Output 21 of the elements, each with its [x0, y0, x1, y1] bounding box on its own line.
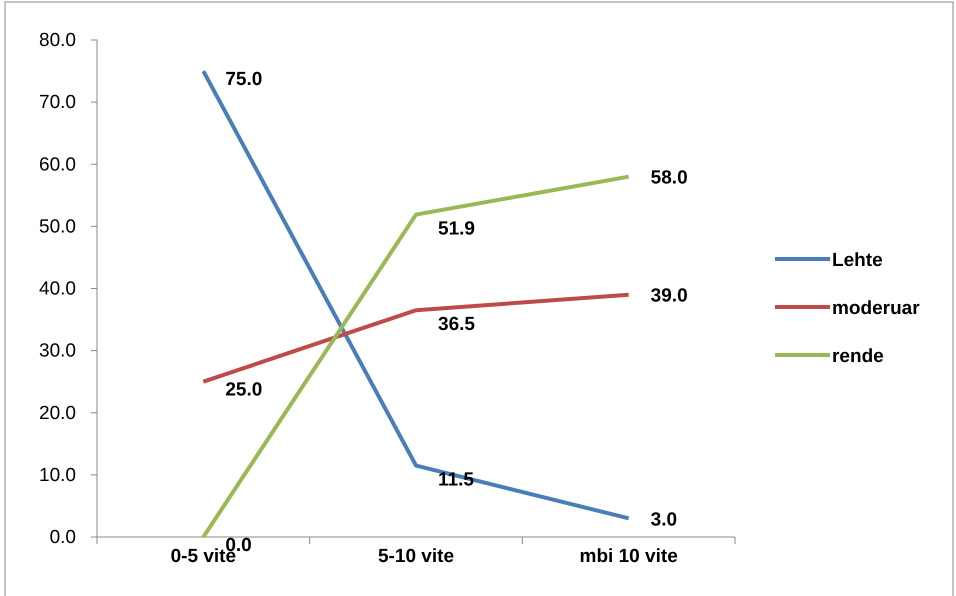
- y-tick-label: 10.0: [39, 464, 76, 486]
- y-tick-label: 70.0: [39, 92, 76, 114]
- data-label: 25.0: [225, 380, 262, 401]
- y-tick-label: 50.0: [39, 216, 76, 238]
- y-tick-label: 0.0: [50, 527, 76, 548]
- data-label: 58.0: [650, 168, 688, 189]
- x-tick-label: mbi 10 vite: [580, 546, 678, 567]
- y-tick-label: 20.0: [39, 402, 76, 424]
- x-tick-label: 5-10 vite: [378, 546, 454, 567]
- legend-label: moderuar: [832, 298, 920, 319]
- data-label: 3.0: [650, 509, 678, 530]
- y-tick-label: 60.0: [39, 154, 76, 176]
- data-label: 36.5: [438, 314, 476, 336]
- data-label: 75.0: [225, 69, 262, 90]
- data-label: 51.9: [438, 218, 475, 240]
- legend-label: rende: [832, 346, 884, 367]
- y-tick-label: 40.0: [39, 278, 76, 300]
- legend-label: Lehte: [832, 250, 883, 271]
- data-label: 39.0: [650, 286, 688, 307]
- y-tick-label: 30.0: [39, 340, 76, 362]
- y-tick-label: 80.0: [39, 30, 76, 52]
